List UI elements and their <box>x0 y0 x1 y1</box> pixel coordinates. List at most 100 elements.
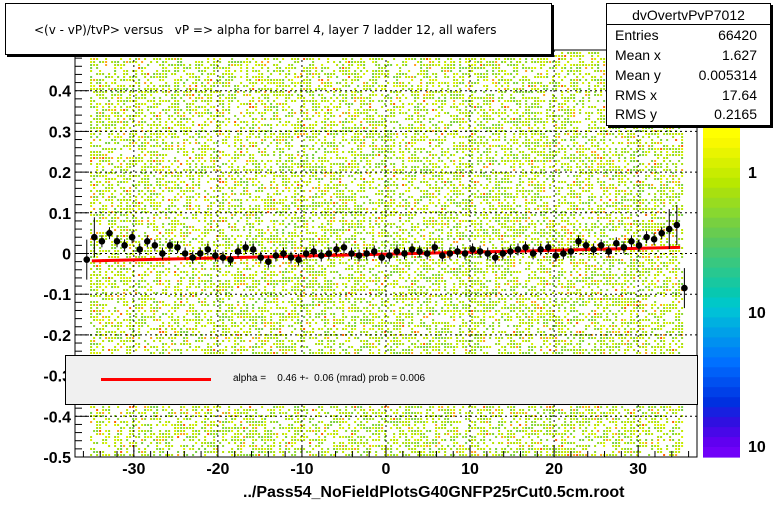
density-cell <box>324 160 327 162</box>
density-cell <box>330 157 333 159</box>
density-cell <box>291 154 294 156</box>
density-cell <box>189 112 192 114</box>
density-cell <box>240 139 243 141</box>
density-cell <box>213 166 216 168</box>
density-cell <box>282 106 285 108</box>
density-cell <box>456 175 459 177</box>
density-cell <box>156 154 159 156</box>
density-cell <box>354 133 357 135</box>
density-cell <box>672 133 675 135</box>
density-cell <box>354 79 357 81</box>
density-cell <box>378 64 381 66</box>
density-cell <box>669 160 672 162</box>
density-cell <box>435 166 438 168</box>
density-cell <box>279 73 282 75</box>
density-cell <box>552 154 555 156</box>
density-cell <box>168 145 171 147</box>
density-cell <box>96 94 99 96</box>
density-cell <box>516 88 519 90</box>
density-cell <box>663 175 666 177</box>
density-cell <box>456 94 459 96</box>
density-cell <box>114 139 117 141</box>
density-cell <box>528 160 531 162</box>
density-cell <box>246 121 249 123</box>
density-cell <box>423 106 426 108</box>
density-cell <box>171 94 174 96</box>
density-cell <box>618 133 621 135</box>
density-cell <box>474 175 477 177</box>
density-cell <box>660 139 663 141</box>
density-cell <box>114 148 117 150</box>
density-cell <box>510 148 513 150</box>
density-cell <box>108 181 111 183</box>
density-cell <box>342 151 345 153</box>
density-cell <box>180 109 183 111</box>
density-cell <box>570 79 573 81</box>
density-cell <box>123 85 126 87</box>
density-cell <box>669 181 672 183</box>
density-cell <box>447 55 450 57</box>
density-cell <box>393 151 396 153</box>
density-cell <box>471 106 474 108</box>
density-cell <box>285 73 288 75</box>
density-cell <box>405 73 408 75</box>
density-cell <box>330 151 333 153</box>
density-cell <box>426 109 429 111</box>
density-cell <box>393 181 396 183</box>
density-cell <box>561 148 564 150</box>
density-cell <box>372 133 375 135</box>
density-cell <box>435 100 438 102</box>
density-cell <box>219 94 222 96</box>
density-cell <box>402 133 405 135</box>
density-cell <box>252 58 255 60</box>
density-cell <box>150 184 153 186</box>
density-cell <box>627 145 630 147</box>
density-cell <box>426 94 429 96</box>
density-cell <box>420 139 423 141</box>
density-cell <box>387 109 390 111</box>
density-cell <box>468 184 471 186</box>
density-cell <box>195 109 198 111</box>
density-cell <box>384 172 387 174</box>
density-cell <box>534 157 537 159</box>
density-cell <box>363 118 366 120</box>
density-cell <box>159 154 162 156</box>
density-cell <box>120 163 123 165</box>
density-cell <box>165 124 168 126</box>
density-cell <box>252 112 255 114</box>
density-cell <box>93 127 96 129</box>
density-cell <box>414 133 417 135</box>
density-cell <box>357 172 360 174</box>
density-cell <box>270 166 273 168</box>
density-cell <box>531 166 534 168</box>
density-cell <box>309 79 312 81</box>
density-cell <box>363 166 366 168</box>
density-cell <box>531 55 534 57</box>
density-cell <box>483 67 486 69</box>
density-cell <box>225 97 228 99</box>
density-cell <box>369 94 372 96</box>
density-cell <box>285 181 288 183</box>
density-cell <box>606 133 609 135</box>
density-cell <box>96 184 99 186</box>
density-cell <box>603 121 606 123</box>
density-cell <box>564 103 567 105</box>
density-cell <box>228 145 231 147</box>
density-cell <box>177 160 180 162</box>
density-cell <box>345 103 348 105</box>
density-cell <box>147 100 150 102</box>
density-cell <box>573 82 576 84</box>
density-cell <box>471 103 474 105</box>
density-cell <box>510 151 513 153</box>
density-cell <box>540 64 543 66</box>
density-cell <box>285 178 288 180</box>
density-cell <box>525 172 528 174</box>
density-cell <box>447 181 450 183</box>
density-cell <box>120 127 123 129</box>
density-cell <box>531 127 534 129</box>
density-cell <box>375 61 378 63</box>
density-cell <box>99 154 102 156</box>
density-cell <box>216 82 219 84</box>
density-cell <box>453 106 456 108</box>
density-cell <box>480 169 483 171</box>
